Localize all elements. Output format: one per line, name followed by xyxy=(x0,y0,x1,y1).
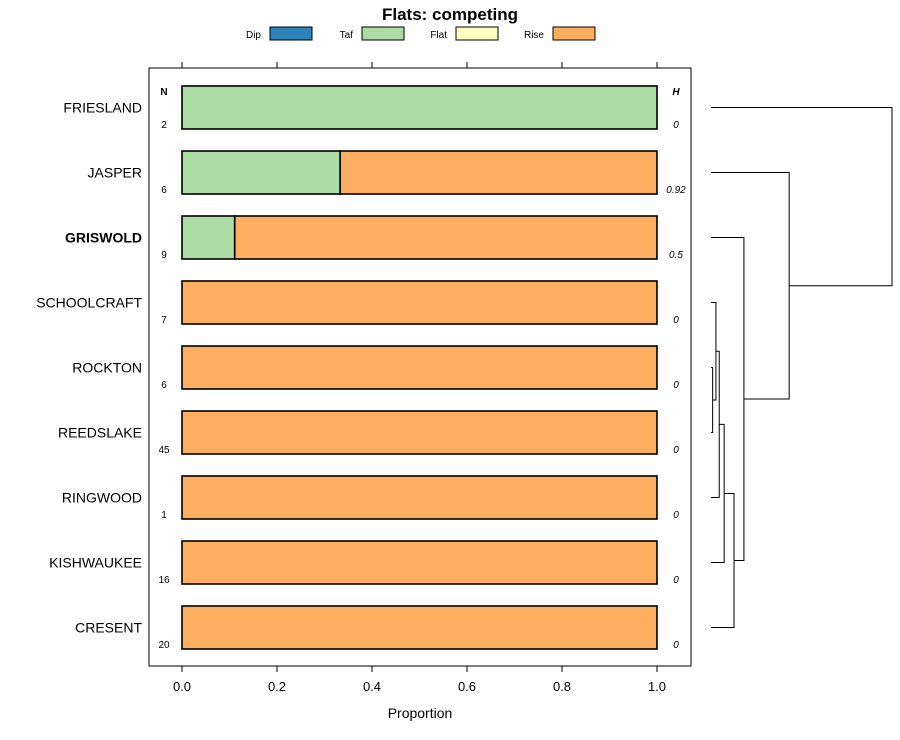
row-reedslake: REEDSLAKE 45 0 xyxy=(58,410,679,456)
legend-label-dip: Dip xyxy=(246,30,261,41)
row-n-value: 6 xyxy=(161,185,167,196)
bar-segment-taf xyxy=(181,85,658,130)
legend-swatch-dip xyxy=(269,26,313,41)
legend-swatch-rise xyxy=(552,26,596,41)
dendrogram-branch xyxy=(711,302,717,401)
dendrogram-branch xyxy=(711,423,725,563)
bar-segment-rise xyxy=(181,475,658,520)
row-h-value: 0 xyxy=(673,445,679,456)
bar-segment-rise xyxy=(181,605,658,650)
dendrogram xyxy=(711,107,893,628)
row-label: CRESENT xyxy=(75,620,142,636)
dendrogram-branch xyxy=(711,492,735,628)
row-friesland: FRIESLAND 2 0 xyxy=(63,85,679,131)
row-schoolcraft: SCHOOLCRAFT 7 0 xyxy=(36,280,679,326)
legend-label-flat: Flat xyxy=(430,30,447,41)
row-label: KISHWAUKEE xyxy=(49,555,142,571)
bar-segment-rise xyxy=(181,410,658,455)
x-axis-label: Proportion xyxy=(388,705,453,721)
row-griswold: GRISWOLD 9 0.5 xyxy=(65,215,683,261)
row-h-value: 0 xyxy=(673,380,679,391)
legend: Dip Taf Flat Rise xyxy=(246,26,596,41)
dendrogram-branch xyxy=(711,172,790,400)
legend-swatch-flat xyxy=(455,26,499,41)
bar-segment-rise xyxy=(181,280,658,325)
row-ringwood: RINGWOOD 1 0 xyxy=(62,475,679,521)
row-n-value: 7 xyxy=(161,315,167,326)
row-label: RINGWOOD xyxy=(62,490,142,506)
row-h-value: 0 xyxy=(673,315,679,326)
row-label: ROCKTON xyxy=(72,360,142,376)
x-tick-label: 0.0 xyxy=(173,679,191,694)
row-h-value: 0 xyxy=(673,640,679,651)
row-jasper: JASPER 6 0.92 xyxy=(88,150,686,196)
row-n-value: 16 xyxy=(158,575,170,586)
x-tick-label: 0.4 xyxy=(363,679,381,694)
h-column-header: H xyxy=(672,87,680,98)
top-axis-ticks xyxy=(181,62,658,68)
row-n-value: 45 xyxy=(158,445,170,456)
bar-segment-taf xyxy=(181,150,341,195)
bar-segment-rise xyxy=(233,215,658,260)
n-column-header: N xyxy=(160,87,167,98)
x-axis: 0.0 0.2 0.4 0.6 0.8 1.0 xyxy=(173,666,666,694)
row-h-value: 0 xyxy=(673,575,679,586)
plot-frame xyxy=(148,67,692,667)
dendrogram-branch xyxy=(711,237,745,561)
row-n-value: 6 xyxy=(161,380,167,391)
x-tick-label: 1.0 xyxy=(648,679,666,694)
dendrogram-branch xyxy=(711,367,714,433)
row-label: JASPER xyxy=(88,165,142,181)
row-n-value: 20 xyxy=(158,640,170,651)
row-label: FRIESLAND xyxy=(63,100,142,116)
dendrogram-branch xyxy=(711,350,720,498)
bar-segment-taf xyxy=(181,215,236,260)
bar-segment-rise xyxy=(339,150,658,195)
row-rockton: ROCKTON 6 0 xyxy=(72,345,679,391)
row-h-value: 0.92 xyxy=(666,185,686,196)
row-n-value: 2 xyxy=(161,120,167,131)
x-tick-label: 0.2 xyxy=(268,679,286,694)
row-label: GRISWOLD xyxy=(65,230,142,246)
bar-segment-rise xyxy=(181,345,658,390)
x-tick-label: 0.6 xyxy=(458,679,476,694)
row-kishwaukee: KISHWAUKEE 16 0 xyxy=(49,540,679,586)
legend-label-taf: Taf xyxy=(340,30,354,41)
row-cresent: CRESENT 20 0 xyxy=(75,605,679,651)
legend-swatch-taf xyxy=(361,26,405,41)
row-h-value: 0.5 xyxy=(669,250,683,261)
row-h-value: 0 xyxy=(673,510,679,521)
x-tick-label: 0.8 xyxy=(553,679,571,694)
row-h-value: 0 xyxy=(673,120,679,131)
dendrogram-branch xyxy=(711,107,893,287)
row-n-value: 1 xyxy=(161,510,167,521)
legend-label-rise: Rise xyxy=(524,30,544,41)
row-label: SCHOOLCRAFT xyxy=(36,295,142,311)
bar-segment-rise xyxy=(181,540,658,585)
chart-title: Flats: competing xyxy=(382,5,518,24)
row-label: REEDSLAKE xyxy=(58,425,142,441)
row-n-value: 9 xyxy=(161,250,167,261)
